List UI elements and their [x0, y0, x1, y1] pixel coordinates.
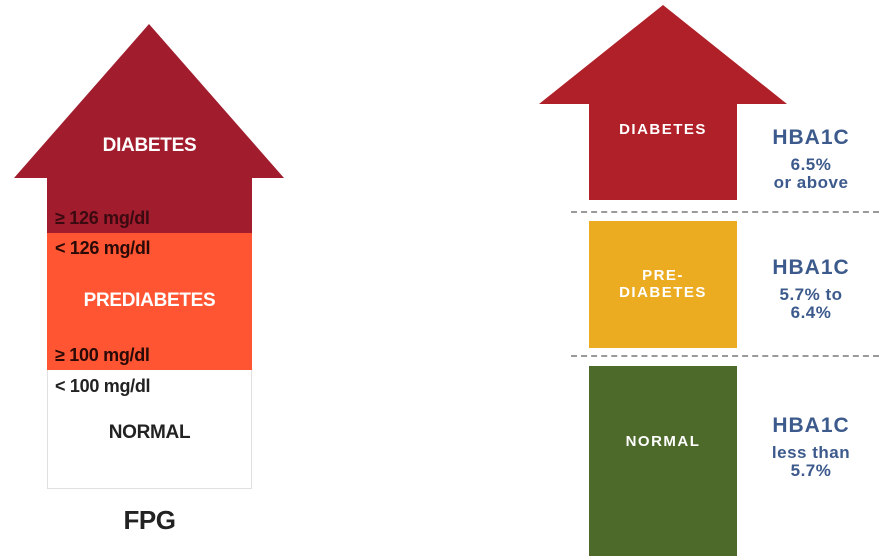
divider-prediabetes-normal [571, 355, 879, 357]
a1c-prediabetes-label-line2: DIABETES [619, 284, 707, 301]
fpg-prediabetes-label: PREDIABETES [83, 290, 216, 311]
a1c-arrow-head [539, 5, 787, 104]
fpg-normal-threshold: < 100 mg/dl [55, 376, 151, 396]
a1c-prediabetes-value-line1: 5.7% to [779, 285, 843, 304]
a1c-normal-value-line1: less than [771, 443, 851, 462]
fpg-arrow-head [14, 24, 284, 178]
a1c-diabetes-block [589, 104, 737, 200]
a1c-normal-block [589, 366, 737, 556]
fpg-normal-zone [47, 370, 252, 489]
a1c-prediabetes-block [589, 221, 737, 348]
fpg-diabetes-threshold: ≥ 126 mg/dl [55, 208, 150, 228]
a1c-prediabetes-value-line2: 6.4% [790, 303, 832, 322]
fpg-prediabetes-upper-threshold: < 126 mg/dl [55, 238, 151, 258]
fpg-prediabetes-zone [47, 233, 252, 370]
a1c-diabetes-criteria: HBA1C 6.5% or above [746, 126, 876, 192]
a1c-prediabetes-criteria: HBA1C 5.7% to 6.4% [746, 256, 876, 322]
fpg-diabetes-label: DIABETES [102, 135, 197, 156]
a1c-prediabetes-label-line1: PRE- [642, 267, 684, 284]
a1c-prediabetes-test-name: HBA1C [772, 256, 850, 279]
a1c-normal-test-name: HBA1C [772, 414, 850, 437]
a1c-diabetes-test-name: HBA1C [772, 126, 850, 149]
a1c-diabetes-value-line1: 6.5% [790, 155, 832, 174]
fpg-diabetes-zone [47, 177, 252, 233]
a1c-diabetes-value-line2: or above [773, 173, 849, 192]
a1c-normal-criteria: HBA1C less than 5.7% [746, 414, 876, 480]
fpg-prediabetes-lower-threshold: ≥ 100 mg/dl [55, 345, 150, 365]
a1c-normal-label: NORMAL [625, 433, 701, 450]
fpg-axis-label: FPG [123, 505, 176, 535]
a1c-diabetes-label: DIABETES [619, 121, 707, 138]
divider-diabetes-prediabetes [571, 211, 879, 213]
a1c-normal-value-line2: 5.7% [790, 461, 832, 480]
fpg-normal-label: NORMAL [108, 422, 191, 443]
